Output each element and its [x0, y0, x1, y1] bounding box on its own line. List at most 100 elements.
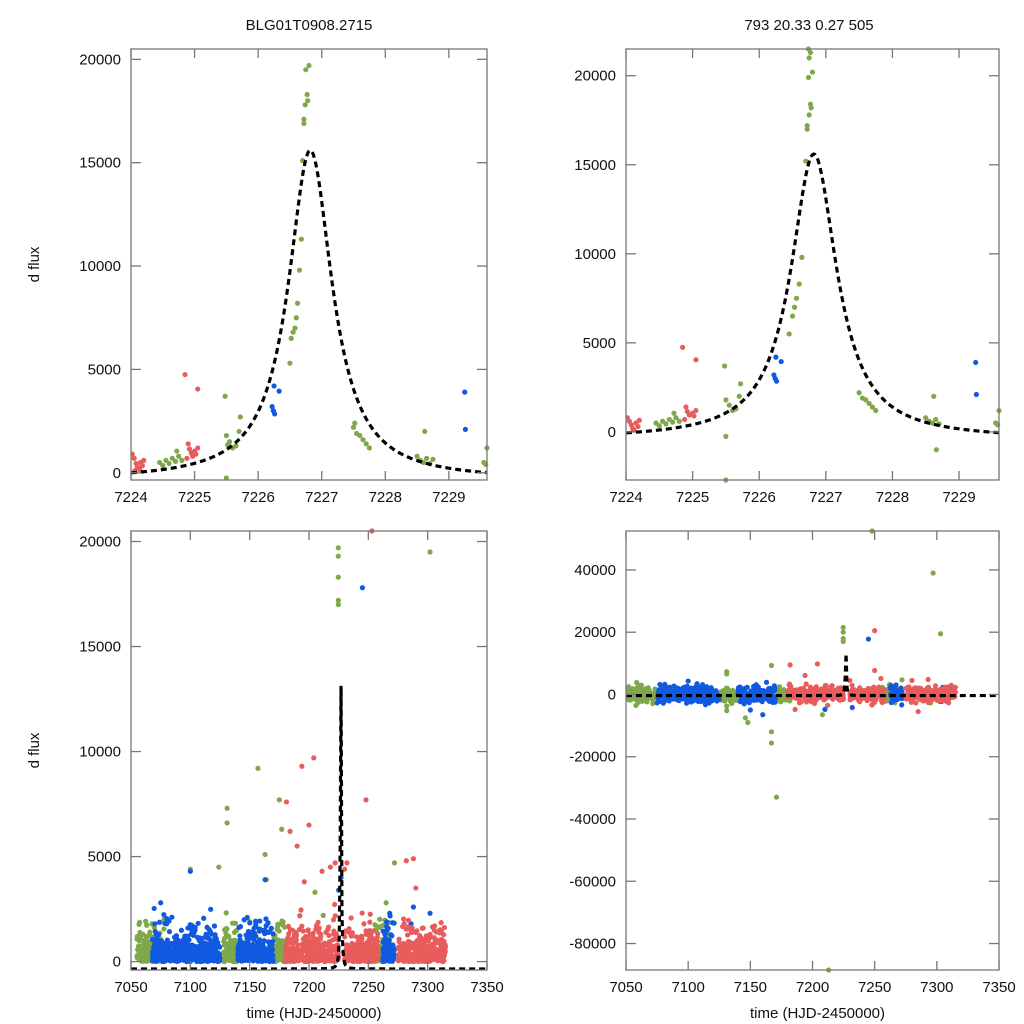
point-green — [728, 689, 734, 695]
point-red — [437, 927, 443, 933]
data-points — [134, 528, 449, 965]
point-red — [813, 697, 819, 703]
point-green — [863, 397, 869, 403]
point-red — [195, 386, 201, 392]
point-red — [433, 929, 439, 935]
y-tick-label: 20000 — [574, 68, 616, 85]
point-green — [628, 696, 634, 702]
point-red — [326, 932, 332, 938]
point-green — [791, 304, 798, 310]
panel-top-left: 7224 7225 7226 7227 7228 7229 0 5000 10000 15000 2… — [26, 48, 490, 506]
point-blue — [778, 358, 784, 365]
point-red — [290, 944, 296, 951]
point-green — [335, 553, 341, 559]
point-green — [840, 624, 846, 631]
point-red — [879, 699, 885, 706]
point-blue — [197, 953, 203, 960]
point-red — [847, 677, 853, 684]
x-axis-label: time (HJD-2450000) — [246, 1005, 381, 1022]
x-tick-label: 7224 — [609, 489, 642, 506]
point-red — [332, 913, 338, 919]
point-red — [860, 687, 866, 694]
point-red — [184, 455, 190, 461]
point-green — [931, 393, 937, 399]
series-green — [134, 545, 433, 965]
point-red — [840, 696, 846, 702]
point-blue — [216, 951, 222, 957]
point-green — [377, 924, 383, 930]
point-blue — [381, 957, 387, 964]
point-green — [290, 329, 296, 335]
point-blue — [773, 354, 779, 360]
point-blue — [389, 946, 395, 952]
title-left: BLG01T0908.2715 — [246, 17, 373, 34]
point-green — [768, 729, 775, 735]
point-red — [356, 942, 362, 948]
point-blue — [153, 932, 159, 938]
point-green — [742, 715, 748, 721]
point-red — [347, 930, 353, 936]
point-green — [663, 421, 669, 427]
x-tick-label: 7225 — [178, 489, 211, 506]
point-blue — [272, 411, 278, 417]
point-blue — [186, 942, 192, 948]
point-green — [223, 475, 229, 481]
point-green — [789, 313, 796, 319]
point-red — [410, 856, 417, 862]
point-red — [803, 681, 809, 687]
point-green — [724, 703, 730, 709]
point-green — [136, 943, 142, 949]
model-curve — [626, 152, 1000, 435]
point-blue — [208, 906, 214, 912]
point-red — [371, 952, 377, 959]
point-blue — [390, 920, 396, 926]
point-blue — [462, 389, 468, 395]
point-green — [172, 458, 179, 464]
point-red — [318, 945, 324, 952]
point-blue — [702, 698, 708, 704]
point-green — [147, 942, 153, 948]
point-blue — [262, 877, 268, 883]
point-blue — [238, 947, 244, 953]
point-blue — [201, 915, 207, 921]
point-red — [348, 915, 354, 921]
point-red — [406, 944, 412, 950]
point-blue — [237, 923, 244, 930]
point-blue — [685, 678, 691, 684]
point-red — [304, 947, 310, 953]
point-green — [236, 428, 242, 435]
point-green — [145, 958, 152, 964]
point-green — [306, 62, 312, 69]
point-blue — [765, 696, 771, 702]
point-green — [366, 445, 372, 451]
point-blue — [661, 694, 668, 700]
point-blue — [462, 426, 468, 432]
point-green — [670, 419, 676, 425]
point-red — [317, 934, 323, 940]
point-green — [279, 826, 285, 832]
point-green — [721, 363, 728, 369]
x-tick-label: 7350 — [470, 979, 503, 996]
point-green — [229, 920, 236, 926]
point-blue — [678, 689, 684, 695]
point-blue — [257, 918, 263, 924]
point-green — [634, 687, 640, 694]
point-green — [287, 360, 293, 366]
point-red — [413, 929, 419, 936]
y-tick-label: 0 — [113, 954, 121, 971]
point-red — [326, 942, 333, 948]
point-blue — [165, 942, 171, 948]
point-green — [873, 407, 879, 414]
y-tick-label: 5000 — [583, 335, 616, 352]
point-blue — [171, 934, 178, 940]
point-red — [439, 937, 445, 943]
series-red — [282, 528, 449, 965]
y-tick-label: 10000 — [79, 258, 121, 275]
point-red — [413, 949, 419, 955]
y-tick-label: 15000 — [79, 639, 121, 656]
point-blue — [180, 955, 186, 962]
point-green — [176, 453, 182, 459]
point-green — [363, 441, 369, 447]
point-blue — [164, 921, 170, 927]
point-green — [320, 912, 326, 918]
